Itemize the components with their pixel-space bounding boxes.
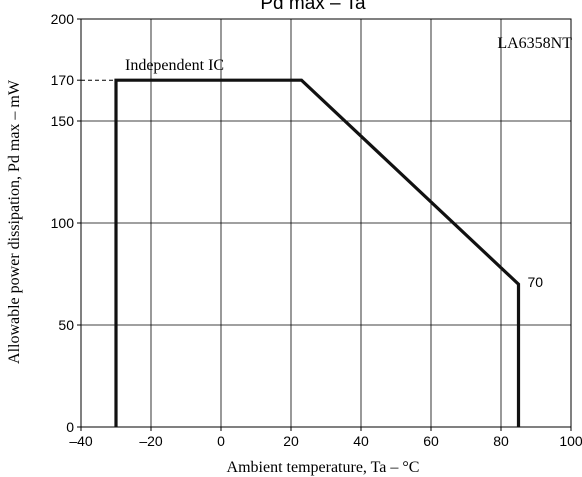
- grid: [81, 19, 571, 427]
- x-tick-label: 60: [423, 433, 439, 449]
- x-tick-label: 80: [493, 433, 509, 449]
- x-tick-label: 0: [217, 433, 225, 449]
- x-tick-label: 100: [559, 433, 582, 449]
- y-tick-labels: 0 50 100 150 170 200: [51, 11, 81, 435]
- chart-title: Pd max – Ta: [260, 0, 366, 14]
- series-group: [114, 78, 521, 427]
- annotations: 70: [528, 274, 544, 290]
- series-label: Independent IC: [125, 57, 224, 74]
- x-axis-label: Ambient temperature, Ta – °C: [227, 459, 420, 476]
- x-tick-label: –40: [69, 433, 93, 449]
- part-number-label: LA6358NT: [497, 35, 572, 52]
- data-label: 70: [528, 274, 544, 290]
- y-tick-label: 170: [51, 72, 75, 88]
- y-tick-label: 50: [58, 317, 74, 333]
- y-tick-label: 100: [51, 215, 75, 231]
- x-tick-label: 40: [353, 433, 369, 449]
- x-tick-label: –20: [139, 433, 163, 449]
- y-tick-label: 0: [66, 419, 74, 435]
- y-tick-label: 150: [51, 113, 75, 129]
- x-tick-label: 20: [283, 433, 299, 449]
- y-axis-label: Allowable power dissipation, Pd max – mW: [6, 79, 23, 364]
- y-tick-label: 200: [51, 11, 75, 27]
- x-tick-labels: –40 –20 0 20 40 60 80 100: [69, 427, 582, 449]
- series-line: [114, 78, 521, 427]
